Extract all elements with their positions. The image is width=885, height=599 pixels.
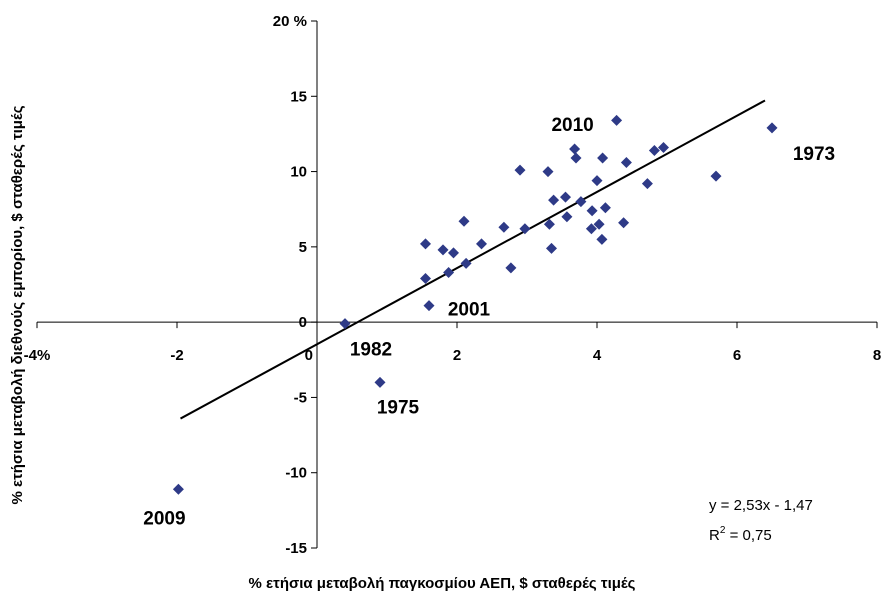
data-point-marker (374, 376, 386, 388)
point-annotation-label: 1982 (350, 340, 392, 361)
r-squared-superscript: 2 (720, 525, 726, 536)
data-point-marker (569, 143, 581, 155)
trend-equation: y = 2,53x - 1,47 (709, 497, 813, 514)
data-point-marker (519, 223, 531, 235)
r-squared-value: = 0,75 (725, 527, 771, 544)
data-point-marker (542, 166, 554, 178)
data-point-marker (458, 215, 470, 227)
point-annotation-label: 2009 (143, 508, 185, 529)
data-point-marker (710, 170, 722, 182)
data-points (172, 114, 778, 495)
data-point-marker (448, 247, 459, 259)
data-point-marker (586, 205, 598, 217)
axes (36, 20, 878, 549)
data-point-marker (443, 266, 455, 278)
x-tick-label: 6 (733, 347, 741, 364)
r-squared-main: R (709, 527, 720, 544)
data-point-marker (514, 164, 526, 176)
data-point-marker (599, 202, 611, 214)
point-annotation-label: 1973 (793, 144, 835, 165)
data-point-marker (561, 211, 573, 223)
data-point-marker (591, 175, 603, 187)
data-point-marker (611, 114, 623, 126)
data-point-marker (543, 218, 555, 230)
data-point-marker (648, 144, 660, 156)
point-annotation-label: 2001 (448, 300, 491, 321)
data-point-marker (172, 483, 184, 495)
trendline (180, 99, 766, 420)
trendline-group (180, 99, 766, 420)
data-point-marker (505, 262, 517, 274)
y-tick-labels: 20 % 15 10 5 0 -5 -10 -15 (273, 13, 307, 557)
y-tick-label: 15 (290, 88, 307, 105)
y-tick-label: -10 (285, 465, 307, 482)
data-point-marker (498, 221, 510, 233)
y-tick-label: 20 % (273, 13, 307, 30)
data-point-marker (593, 218, 605, 230)
data-point-marker (641, 178, 653, 190)
point-annotation-label: 2010 (551, 115, 593, 136)
data-point-marker (420, 238, 431, 250)
data-point-marker (596, 233, 608, 245)
x-tick-labels: -4% -2 0 2 4 6 8 (24, 347, 882, 364)
r-squared-label: R2 = 0,75 (709, 525, 772, 544)
y-tick-label: 10 (290, 164, 307, 181)
x-axis-title: % ετήσια μεταβολή παγκοσμίου ΑΕΠ, $ σταθ… (249, 575, 636, 592)
y-axis-title: % ετήσια μεταβολή διεθνούς εμπορίου, $ σ… (9, 105, 26, 504)
data-point-marker (460, 257, 472, 269)
point-annotation-label: 1975 (377, 397, 420, 418)
data-point-marker (570, 152, 582, 164)
data-point-marker (560, 191, 571, 203)
y-tick-label: 0 (299, 314, 307, 331)
data-point-marker (339, 318, 351, 330)
data-point-marker (546, 242, 557, 254)
x-tick-label: 4 (593, 347, 602, 364)
x-tick-label: -4% (24, 347, 51, 364)
data-point-marker (618, 217, 630, 229)
data-point-marker (575, 196, 587, 208)
x-tick-label: 2 (453, 347, 461, 364)
data-point-marker (420, 272, 431, 284)
data-point-marker (585, 223, 597, 235)
data-point-marker (620, 157, 632, 169)
data-point-marker (597, 152, 609, 164)
x-tick-label: 8 (873, 347, 881, 364)
data-point-marker (423, 300, 435, 312)
data-point-marker (766, 122, 778, 134)
x-tick-label: -2 (170, 347, 183, 364)
y-tick-label: -15 (285, 540, 307, 557)
data-point-marker (548, 194, 560, 206)
x-tick-label: 0 (305, 347, 313, 364)
data-point-marker (476, 238, 487, 250)
y-tick-label: 5 (299, 239, 307, 256)
y-tick-label: -5 (294, 389, 307, 406)
data-point-marker (437, 244, 449, 256)
data-point-marker (658, 141, 669, 153)
